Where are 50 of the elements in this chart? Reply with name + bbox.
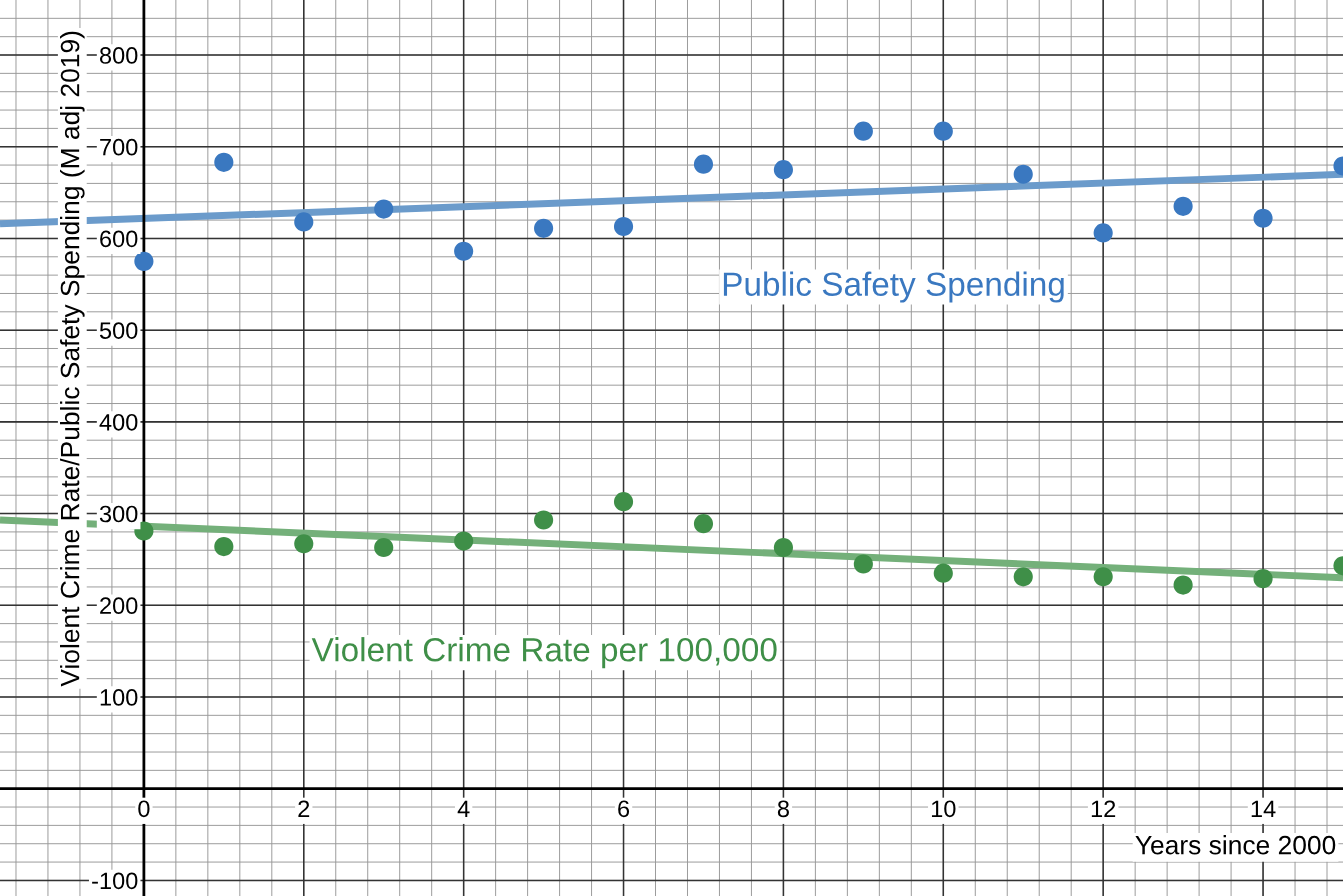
- point: [1253, 208, 1273, 228]
- y-tick-label: 400: [99, 413, 138, 431]
- point: [534, 510, 554, 530]
- x-tick-label: 4: [457, 800, 470, 817]
- point: [853, 121, 873, 141]
- x-tick-label: 12: [1091, 800, 1116, 817]
- point: [214, 152, 234, 172]
- y-tick-label: 700: [100, 138, 138, 156]
- y-tick-label: 100: [100, 689, 138, 706]
- point: [693, 154, 714, 174]
- point: [294, 534, 314, 554]
- point: [294, 212, 314, 232]
- series-label: Public Safety Spending: [723, 271, 1064, 303]
- point: [454, 241, 474, 261]
- point: [693, 514, 714, 534]
- y-tick-label: 300: [99, 505, 138, 523]
- point: [773, 537, 793, 558]
- x-tick-label: 10: [931, 800, 956, 818]
- point: [613, 492, 634, 512]
- point: [1173, 575, 1193, 595]
- point: [374, 199, 394, 219]
- point: [1093, 567, 1113, 587]
- y-tick-label: 200: [100, 597, 138, 615]
- x-tick-label: 6: [618, 800, 630, 818]
- point: [933, 563, 953, 583]
- y-tick-label: 500: [99, 322, 138, 339]
- point: [1013, 164, 1033, 184]
- y-tick-label: 600: [100, 230, 138, 248]
- point: [1013, 567, 1033, 587]
- point: [1093, 223, 1113, 243]
- y-axis-title: Violent Crime Rate/Public Safety Spending (M adj 2019): [60, 31, 85, 687]
- y-tick-label: -100: [92, 872, 138, 890]
- y-tick-label: 800: [99, 47, 138, 64]
- point: [933, 121, 953, 141]
- point: [853, 554, 873, 574]
- x-tick-label: 0: [138, 800, 150, 818]
- point: [374, 537, 394, 558]
- x-tick-label: 2: [298, 800, 310, 817]
- point: [773, 160, 793, 180]
- point: [454, 531, 474, 551]
- point: [214, 537, 234, 557]
- point: [134, 251, 154, 271]
- x-axis-title: Years since 2000: [1135, 835, 1336, 855]
- x-tick-label: 14: [1251, 800, 1276, 817]
- point: [1173, 196, 1193, 216]
- point: [1253, 569, 1273, 589]
- text: Violent Crime Rate per 100,000: [311, 637, 777, 669]
- point: [613, 216, 634, 237]
- point: [534, 218, 554, 238]
- x-tick-label: 8: [777, 800, 789, 818]
